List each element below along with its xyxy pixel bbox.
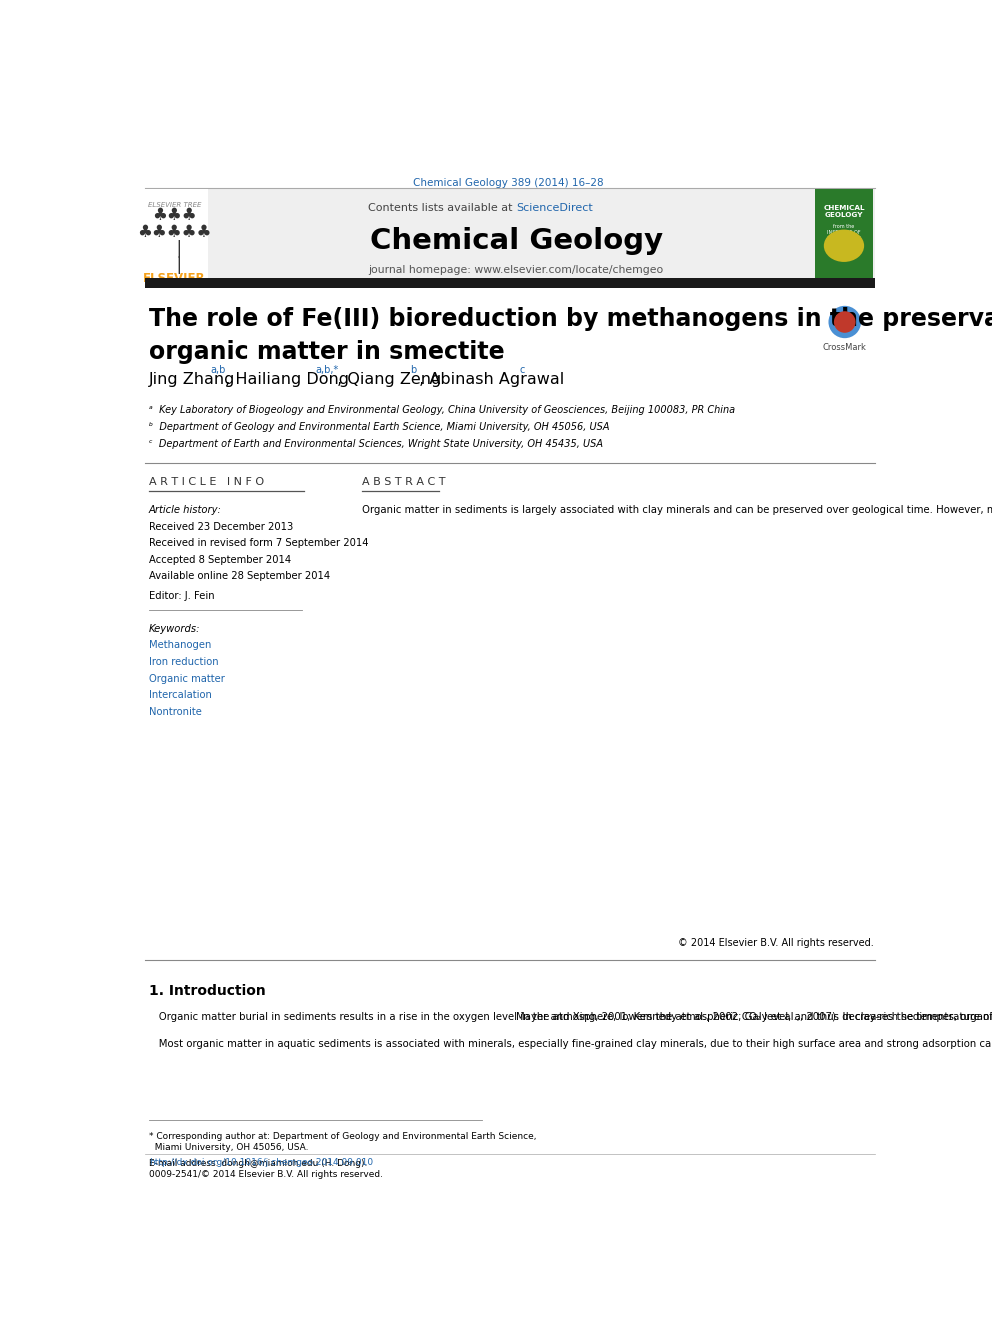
Text: 0009-2541/© 2014 Elsevier B.V. All rights reserved.: 0009-2541/© 2014 Elsevier B.V. All right… — [149, 1170, 383, 1179]
Text: Organic matter in sediments is largely associated with clay minerals and can be : Organic matter in sediments is largely a… — [362, 505, 992, 515]
Text: Keywords:: Keywords: — [149, 624, 200, 634]
Text: Organic matter burial in sediments results in a rise in the oxygen level in the : Organic matter burial in sediments resul… — [149, 1012, 992, 1049]
Text: ELSEVIER: ELSEVIER — [143, 273, 205, 284]
Text: ♣♣♣
♣♣♣♣♣
  |
  |: ♣♣♣ ♣♣♣♣♣ | | — [137, 206, 211, 274]
Text: Iron reduction: Iron reduction — [149, 658, 218, 667]
Text: Available online 28 September 2014: Available online 28 September 2014 — [149, 572, 330, 582]
Circle shape — [828, 306, 861, 339]
Text: A R T I C L E   I N F O: A R T I C L E I N F O — [149, 476, 264, 487]
Text: Editor: J. Fein: Editor: J. Fein — [149, 591, 214, 602]
Text: Article history:: Article history: — [149, 505, 221, 515]
Text: Contents lists available at: Contents lists available at — [368, 202, 516, 213]
Text: Accepted 8 September 2014: Accepted 8 September 2014 — [149, 554, 291, 565]
Text: CHEMICAL
GEOLOGY: CHEMICAL GEOLOGY — [823, 205, 865, 218]
Bar — [145, 278, 875, 288]
Text: © 2014 Elsevier B.V. All rights reserved.: © 2014 Elsevier B.V. All rights reserved… — [678, 938, 873, 949]
Text: 1. Introduction: 1. Introduction — [149, 984, 266, 998]
Circle shape — [834, 311, 856, 333]
Ellipse shape — [823, 230, 864, 262]
Text: Received in revised form 7 September 2014: Received in revised form 7 September 201… — [149, 538, 368, 548]
Text: Chemical Geology 389 (2014) 16–28: Chemical Geology 389 (2014) 16–28 — [413, 179, 604, 188]
Bar — [145, 189, 208, 278]
Text: Intercalation: Intercalation — [149, 691, 211, 700]
Text: ScienceDirect: ScienceDirect — [516, 202, 593, 213]
Text: ELSEVIER TREE: ELSEVIER TREE — [148, 202, 201, 208]
Text: c: c — [520, 365, 525, 376]
Text: b: b — [411, 365, 417, 376]
Text: Received 23 December 2013: Received 23 December 2013 — [149, 521, 293, 532]
Text: * Corresponding author at: Department of Geology and Environmental Earth Science: * Corresponding author at: Department of… — [149, 1132, 537, 1152]
Text: , Hailiang Dong: , Hailiang Dong — [220, 372, 354, 388]
Text: a,b: a,b — [210, 365, 225, 376]
Text: , Qiang Zeng: , Qiang Zeng — [332, 372, 446, 388]
Text: Jing Zhang: Jing Zhang — [149, 372, 240, 388]
Text: journal homepage: www.elsevier.com/locate/chemgeo: journal homepage: www.elsevier.com/locat… — [368, 265, 664, 275]
Bar — [814, 189, 873, 278]
Text: E-mail address: dongh@miamioh.edu (H. Dong).: E-mail address: dongh@miamioh.edu (H. Do… — [149, 1159, 367, 1168]
Text: A B S T R A C T: A B S T R A C T — [362, 476, 445, 487]
Text: ᶜ  Department of Earth and Environmental Sciences, Wright State University, OH 4: ᶜ Department of Earth and Environmental … — [149, 439, 603, 448]
Bar — [145, 189, 875, 278]
Text: The role of Fe(III) bioreduction by methanogens in the preservation of: The role of Fe(III) bioreduction by meth… — [149, 307, 992, 331]
Text: ᵇ  Department of Geology and Environmental Earth Science, Miami University, OH 4: ᵇ Department of Geology and Environmenta… — [149, 422, 609, 433]
Text: ᵃ  Key Laboratory of Biogeology and Environmental Geology, China University of G: ᵃ Key Laboratory of Biogeology and Envir… — [149, 405, 735, 415]
Text: Mayer and Xing, 2001; Kennedy et al., 2002; Galy et al.;, 2007). In clay-rich se: Mayer and Xing, 2001; Kennedy et al., 20… — [516, 1012, 992, 1021]
Text: Methanogen: Methanogen — [149, 640, 211, 651]
Text: organic matter in smectite: organic matter in smectite — [149, 340, 504, 364]
Text: http://dx.doi.org/10.1016/j.chemgeo.2014.09.010: http://dx.doi.org/10.1016/j.chemgeo.2014… — [149, 1158, 373, 1167]
Text: Chemical Geology: Chemical Geology — [370, 226, 663, 254]
Text: CrossMark: CrossMark — [822, 343, 867, 352]
Text: Nontronite: Nontronite — [149, 706, 201, 717]
Text: Organic matter: Organic matter — [149, 673, 224, 684]
Text: from the
INSTITUTE OF
GEOSCIENCES: from the INSTITUTE OF GEOSCIENCES — [826, 224, 861, 241]
Text: a,b,*: a,b,* — [315, 365, 338, 376]
Text: , Abinash Agrawal: , Abinash Agrawal — [414, 372, 569, 388]
